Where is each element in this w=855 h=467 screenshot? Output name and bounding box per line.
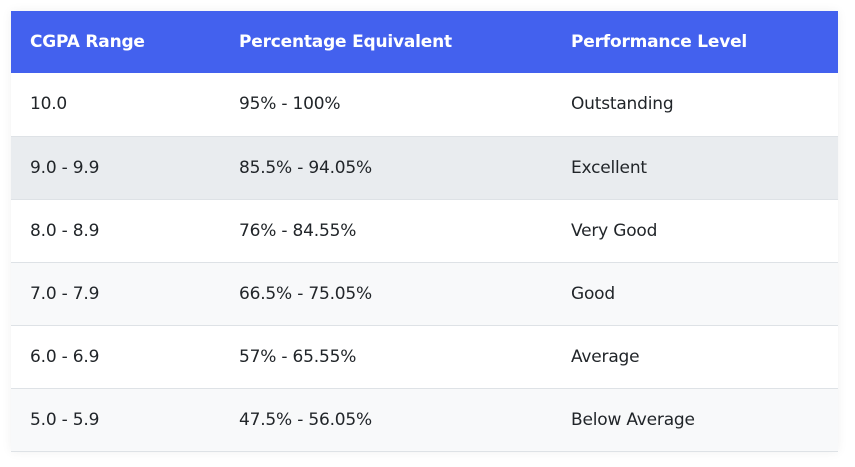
table-row: 5.0 - 5.9 47.5% - 56.05% Below Average: [11, 388, 838, 451]
cell-cgpa: 10.0: [30, 94, 68, 115]
cell-cgpa: 8.0 - 8.9: [30, 220, 100, 241]
table-row: 8.0 - 8.9 76% - 84.55% Very Good: [11, 199, 838, 262]
cell-level: Good: [571, 283, 615, 304]
cell-percentage: 47.5% - 56.05%: [239, 409, 372, 430]
cell-percentage: 95% - 100%: [239, 94, 341, 115]
cell-percentage: 57% - 65.55%: [239, 346, 357, 367]
table-row: 9.0 - 9.9 85.5% - 94.05% Excellent: [11, 136, 838, 199]
cell-cgpa: 7.0 - 7.9: [30, 283, 100, 304]
table-header: CGPA Range Percentage Equivalent Perform…: [11, 11, 838, 73]
table-row: 7.0 - 7.9 66.5% - 75.05% Good: [11, 262, 838, 325]
header-row: CGPA Range Percentage Equivalent Perform…: [11, 11, 838, 73]
cell-cgpa: 9.0 - 9.9: [30, 157, 100, 178]
cell-level: Below Average: [571, 409, 695, 430]
header-cgpa-range: CGPA Range: [30, 32, 145, 52]
header-performance-level: Performance Level: [571, 32, 748, 52]
table-body: 10.0 95% - 100% Outstanding 9.0 - 9.9 85…: [11, 73, 838, 451]
cell-level: Outstanding: [571, 94, 674, 115]
table-row: 6.0 - 6.9 57% - 65.55% Average: [11, 325, 838, 388]
cgpa-conversion-table: CGPA Range Percentage Equivalent Perform…: [11, 11, 838, 452]
cell-cgpa: 6.0 - 6.9: [30, 346, 100, 367]
cell-level: Excellent: [571, 157, 647, 178]
cell-level: Average: [571, 346, 640, 367]
table-row: 10.0 95% - 100% Outstanding: [11, 73, 838, 136]
cgpa-table-container: CGPA Range Percentage Equivalent Perform…: [11, 11, 838, 452]
cell-percentage: 76% - 84.55%: [239, 220, 357, 241]
cell-level: Very Good: [571, 220, 658, 241]
cell-cgpa: 5.0 - 5.9: [30, 409, 100, 430]
cell-percentage: 85.5% - 94.05%: [239, 157, 372, 178]
header-percentage-equivalent: Percentage Equivalent: [239, 32, 452, 52]
cell-percentage: 66.5% - 75.05%: [239, 283, 372, 304]
